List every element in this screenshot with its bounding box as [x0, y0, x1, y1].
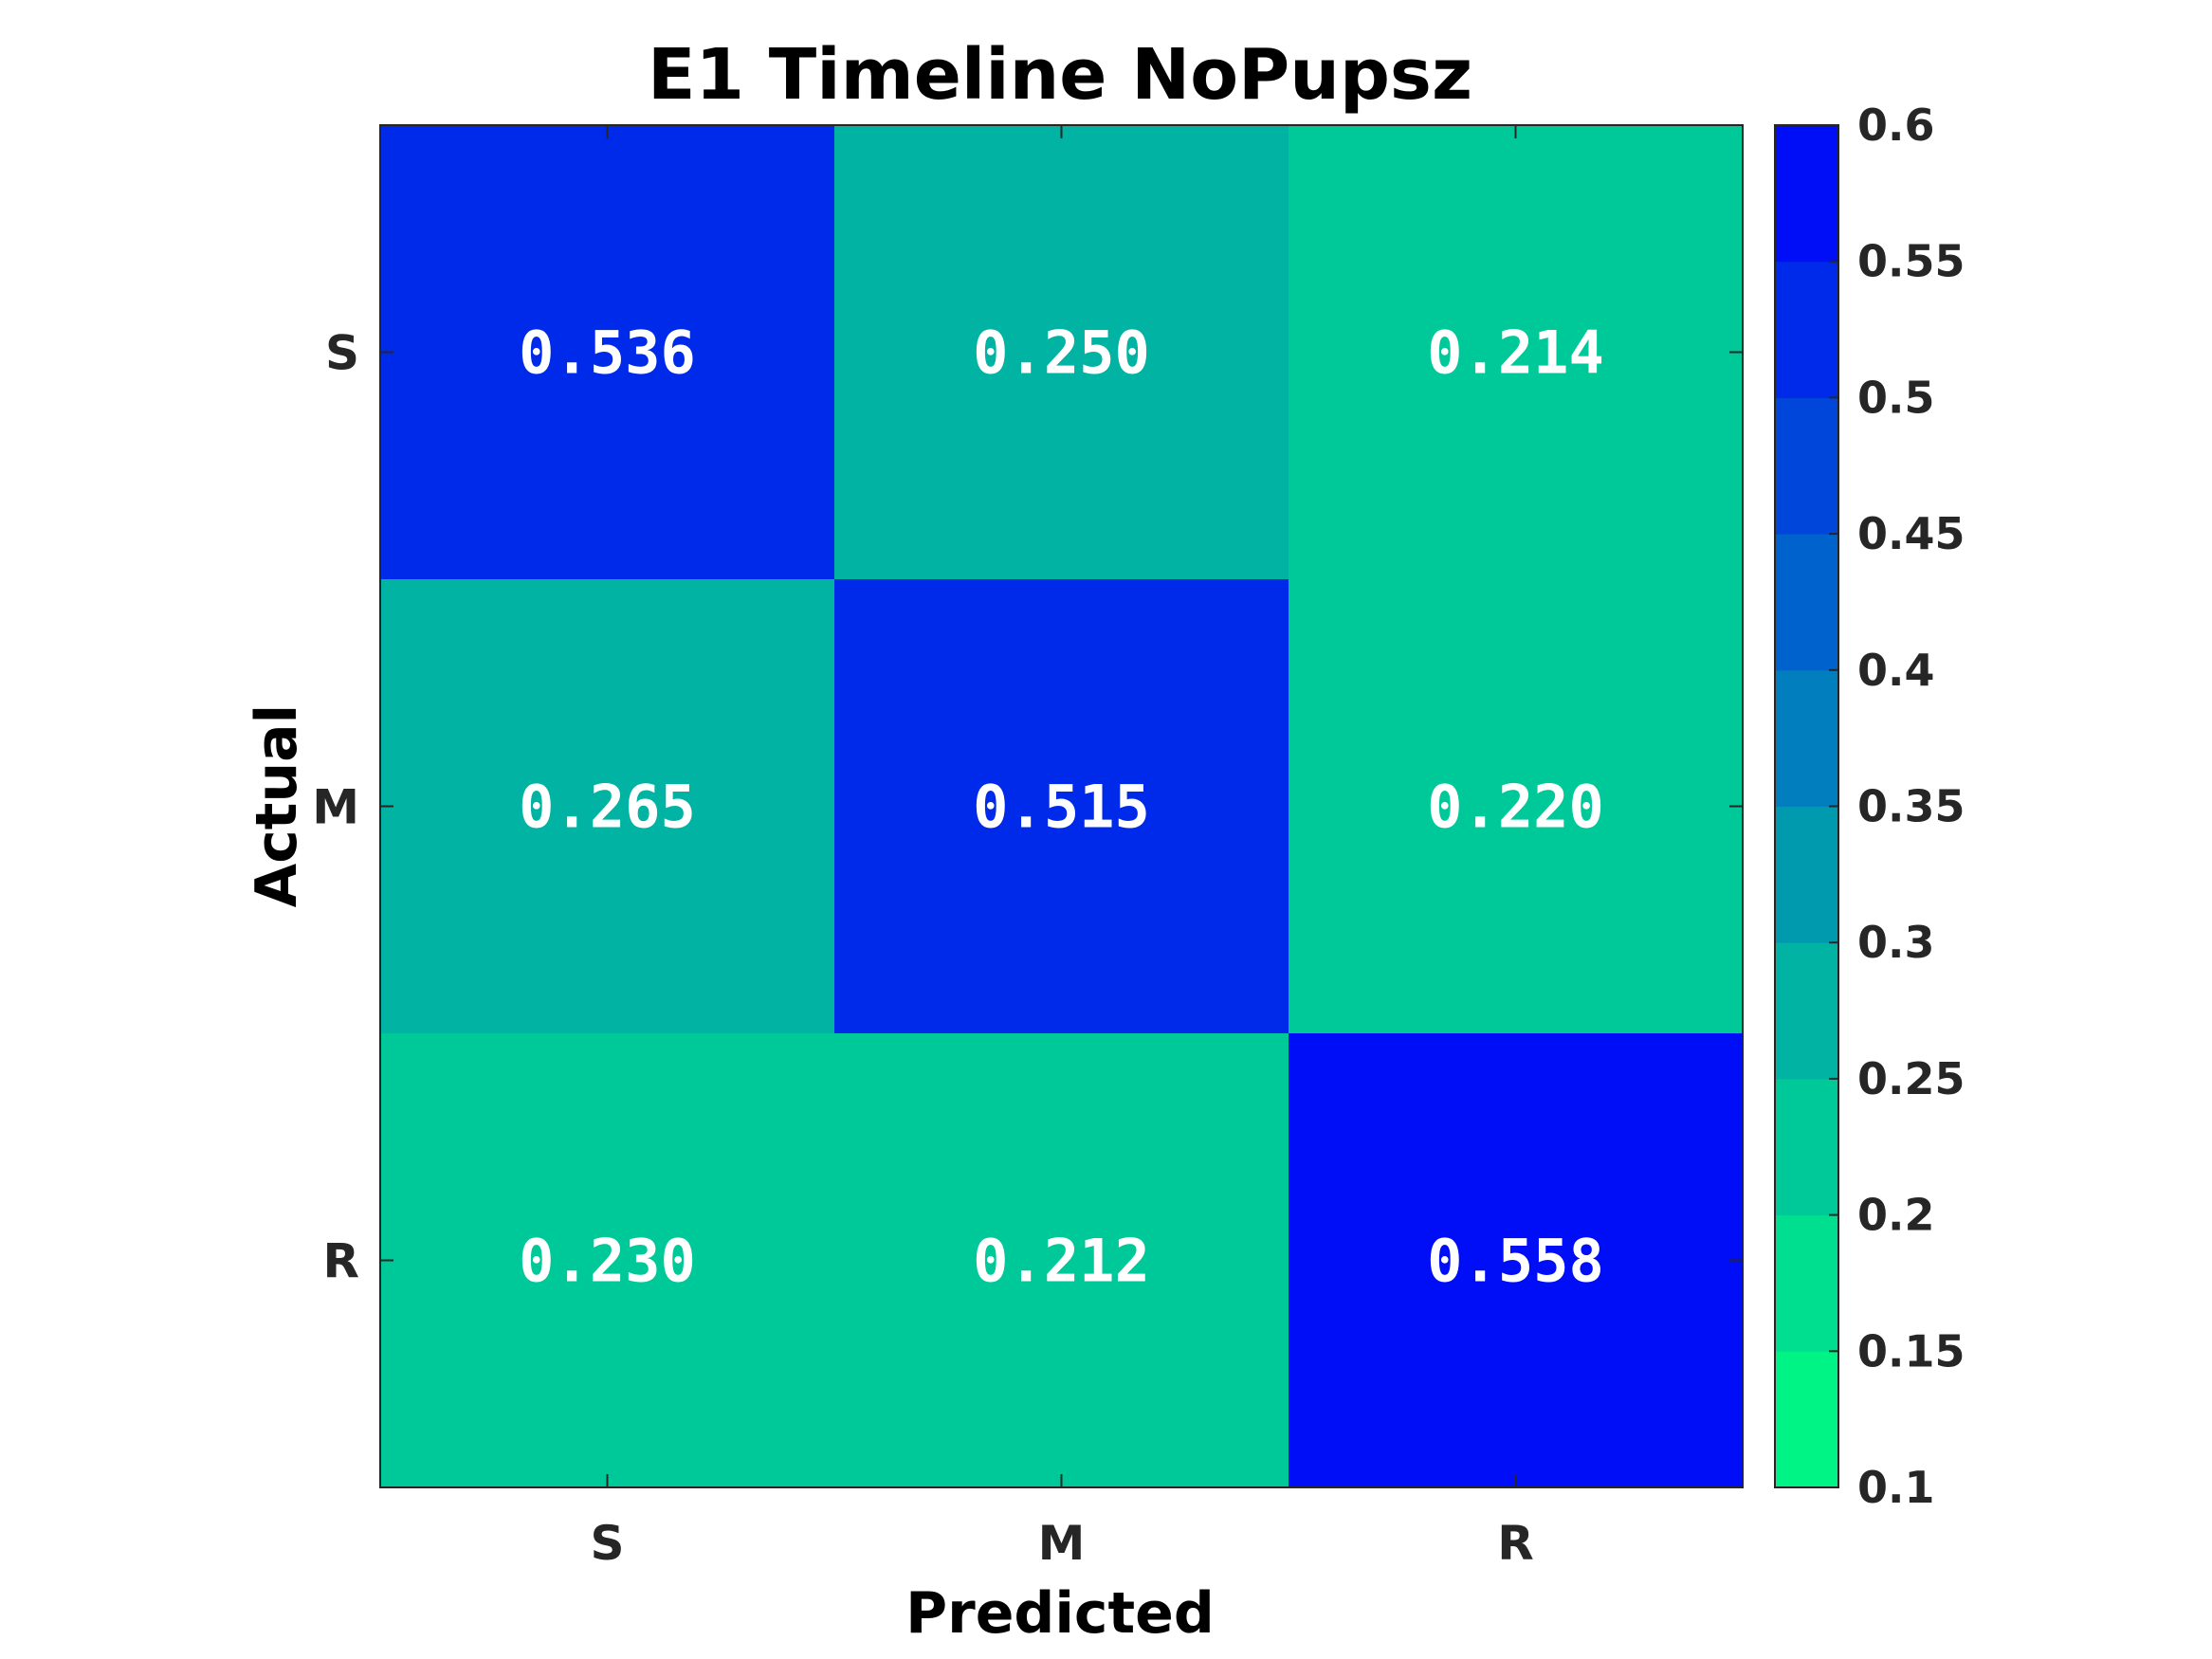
heatmap-cell	[380, 1033, 835, 1488]
x-tick-label: M	[1038, 1516, 1086, 1571]
cell-value-label: 0.214	[1427, 319, 1604, 388]
cell-value-label: 0.265	[519, 773, 696, 842]
colorbar-tick-label: 0.25	[1857, 1053, 1965, 1104]
colorbar-tick-label: 0.5	[1857, 372, 1935, 423]
colorbar-tick-label: 0.55	[1857, 236, 1965, 287]
colorbar-tick-label: 0.15	[1857, 1325, 1965, 1376]
y-tick-label: R	[322, 1234, 359, 1289]
heatmap-cell	[834, 1033, 1289, 1488]
y-axis-label: Actual	[244, 704, 310, 907]
heatmap-cell	[1289, 579, 1744, 1034]
colorbar	[1774, 124, 1839, 1488]
y-tick-label: S	[325, 326, 359, 381]
colorbar-segment	[1775, 534, 1838, 671]
colorbar-tick-label: 0.6	[1857, 100, 1935, 151]
colorbar-tick-label: 0.4	[1857, 645, 1935, 696]
cell-value-label: 0.220	[1427, 773, 1604, 842]
colorbar-segment	[1775, 669, 1838, 807]
colorbar-segment	[1775, 942, 1838, 1080]
heatmap-cell	[834, 125, 1289, 580]
heatmap-cell	[1289, 1033, 1744, 1488]
y-tick-label: M	[312, 780, 359, 835]
colorbar-tick-label: 0.3	[1857, 917, 1935, 968]
x-tick-label: R	[1497, 1516, 1534, 1571]
cell-value-label: 0.212	[973, 1227, 1150, 1296]
cell-value-label: 0.230	[519, 1227, 696, 1296]
heatmap-cell	[380, 579, 835, 1034]
axis-ticks	[380, 125, 1743, 1487]
colorbar-segment	[1775, 261, 1838, 398]
colorbar-tick-label: 0.2	[1857, 1190, 1935, 1241]
colorbar-segment	[1775, 1214, 1838, 1352]
colorbar-segment	[1775, 1351, 1838, 1488]
x-axis-label: Predicted	[905, 1580, 1215, 1647]
colorbar-segment	[1775, 1078, 1838, 1216]
chart-title: E1 Timeline NoPupsz	[648, 34, 1472, 116]
cell-value-label: 0.515	[973, 773, 1150, 842]
heatmap-cell	[1289, 125, 1744, 580]
heatmap-cells	[380, 125, 1744, 1488]
heatmap-cell	[834, 579, 1289, 1034]
colorbar-segment	[1775, 397, 1838, 535]
cell-value-label: 0.558	[1427, 1227, 1604, 1296]
colorbar-segment	[1775, 125, 1838, 263]
heatmap-cell-labels: 0.536 0.250 0.214 0.265 0.515 0.220 0.230 0.212…	[519, 319, 1604, 1296]
heatmap-cell	[380, 125, 835, 580]
x-tick-label: S	[590, 1516, 624, 1571]
colorbar-tick-labels: 0.1 0.15 0.2 0.25 0.3 0.35 0.4 0.45 0.5 0.55 0.6	[1857, 100, 1965, 1513]
colorbar-tick-label: 0.1	[1857, 1462, 1935, 1513]
colorbar-segment	[1775, 806, 1838, 943]
cell-value-label: 0.250	[973, 319, 1150, 388]
y-axis-tick-labels: S M R	[312, 326, 359, 1289]
colorbar-tick-label: 0.45	[1857, 508, 1965, 559]
colorbar-tick-label: 0.35	[1857, 781, 1965, 832]
cell-value-label: 0.536	[519, 319, 696, 388]
